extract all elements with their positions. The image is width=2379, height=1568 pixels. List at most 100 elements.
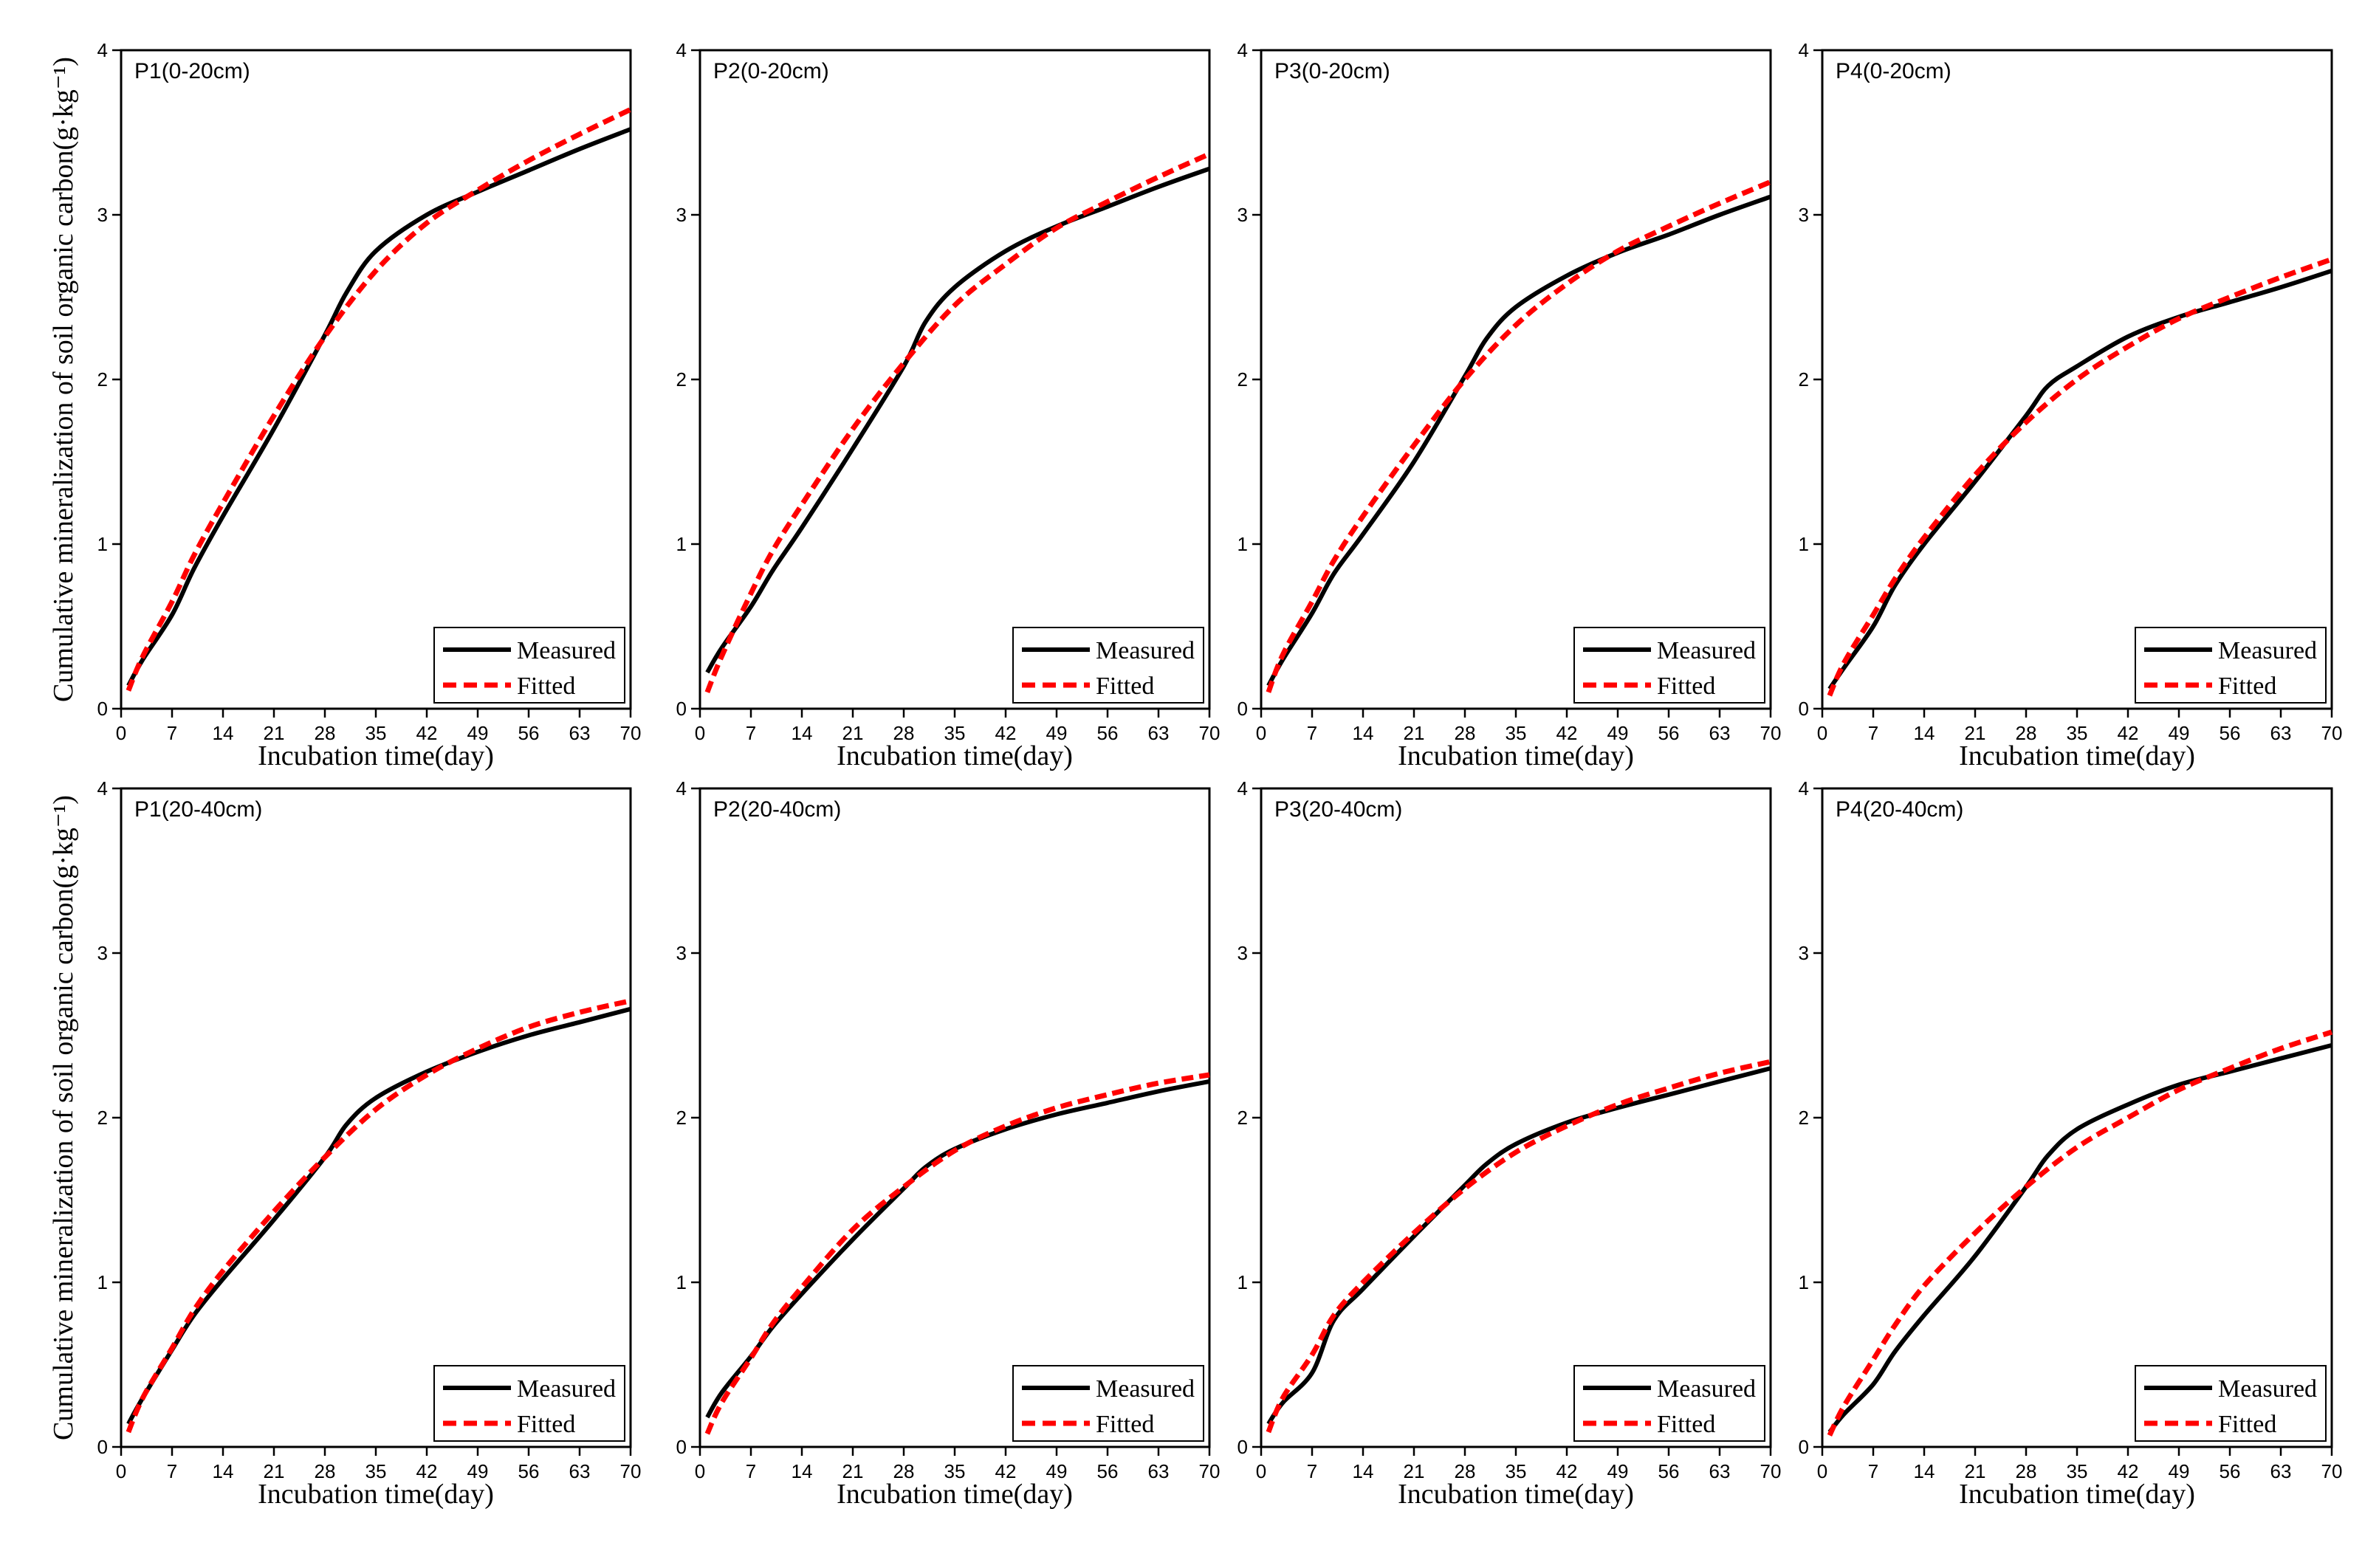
x-tick-label: 28 xyxy=(315,722,336,744)
x-tick-label: 28 xyxy=(2016,722,2037,744)
x-axis-title: Incubation time(day) xyxy=(837,740,1073,771)
x-tick-label: 21 xyxy=(842,722,864,744)
x-tick-label: 63 xyxy=(2270,722,2292,744)
x-tick-label: 35 xyxy=(2067,722,2088,744)
legend-box xyxy=(433,627,625,704)
y-tick-label: 3 xyxy=(676,942,687,964)
y-tick-label: 1 xyxy=(1237,1271,1248,1293)
x-tick-label: 42 xyxy=(1556,722,1578,744)
x-tick-label: 28 xyxy=(315,1460,336,1482)
panel-title: P1(20-40cm) xyxy=(134,797,262,822)
y-tick-label: 1 xyxy=(1799,1271,1809,1293)
y-axis-title: Cumulative mineralization of soil organi… xyxy=(48,57,79,702)
legend-label-fitted: Fitted xyxy=(517,673,575,700)
legend-label-measured: Measured xyxy=(1096,1375,1195,1403)
x-tick-label: 56 xyxy=(2220,1460,2241,1482)
legend: Measured Fitted xyxy=(1573,627,1765,704)
x-tick-label: 0 xyxy=(1817,1460,1827,1482)
x-tick-label: 70 xyxy=(2321,722,2343,744)
legend-box xyxy=(1012,627,1204,704)
y-tick-label: 0 xyxy=(676,698,687,720)
x-axis-title: Incubation time(day) xyxy=(1398,1479,1634,1510)
panel-title: P3(0-20cm) xyxy=(1274,59,1390,83)
x-tick-label: 0 xyxy=(116,1460,126,1482)
legend: Measured Fitted xyxy=(1573,1365,1765,1442)
x-tick-label: 7 xyxy=(167,722,177,744)
x-tick-label: 63 xyxy=(1709,1460,1731,1482)
x-tick-label: 14 xyxy=(792,722,813,744)
x-tick-label: 42 xyxy=(1556,1460,1578,1482)
y-tick-label: 4 xyxy=(1237,777,1248,800)
x-tick-label: 63 xyxy=(1148,722,1170,744)
x-tick-label: 14 xyxy=(213,1460,234,1482)
y-tick-label: 0 xyxy=(676,1436,687,1458)
panel-6: 0 7 14 21 28 35 42 49 56 63 70 0 1 2 3 4 P2(20-40cm) Incu… xyxy=(676,777,1221,1510)
x-tick-label: 63 xyxy=(569,1460,591,1482)
x-tick-label: 7 xyxy=(1307,1460,1317,1482)
fitted-series-line xyxy=(1827,1029,2333,1437)
x-tick-label: 21 xyxy=(842,1460,864,1482)
plot-frame xyxy=(1821,49,2333,710)
x-tick-label: 42 xyxy=(995,1460,1017,1482)
y-tick-label: 1 xyxy=(676,533,687,555)
legend-label-fitted: Fitted xyxy=(2218,673,2276,700)
y-axis-title: Cumulative mineralization of soil organi… xyxy=(48,795,79,1440)
y-tick-label: 1 xyxy=(97,1271,108,1293)
x-tick-label: 21 xyxy=(264,722,285,744)
x-tick-label: 21 xyxy=(1404,1460,1425,1482)
legend-label-measured: Measured xyxy=(1657,637,1756,664)
legend-label-fitted: Fitted xyxy=(1096,673,1154,700)
y-tick-label: 2 xyxy=(676,1107,687,1129)
y-tick-label: 2 xyxy=(1799,1107,1809,1129)
plot-frame xyxy=(120,787,632,1448)
y-tick-label: 0 xyxy=(1799,1436,1809,1458)
x-tick-label: 14 xyxy=(1914,1460,1935,1482)
x-tick-label: 35 xyxy=(2067,1460,2088,1482)
fitted-series-line xyxy=(704,151,1211,693)
y-tick-label: 1 xyxy=(1799,533,1809,555)
y-tick-label: 1 xyxy=(97,533,108,555)
x-tick-label: 63 xyxy=(2270,1460,2292,1482)
fitted-series-line xyxy=(1827,256,2333,697)
x-tick-label: 35 xyxy=(944,1460,966,1482)
x-tick-label: 70 xyxy=(620,1460,642,1482)
plot-frame xyxy=(1260,787,1772,1448)
plot-frame xyxy=(698,49,1211,710)
y-tick-label: 2 xyxy=(97,1107,108,1129)
legend-box xyxy=(2135,1365,2327,1442)
x-tick-label: 28 xyxy=(2016,1460,2037,1482)
legend: Measured Fitted xyxy=(2135,627,2327,704)
legend-box xyxy=(2135,627,2327,704)
panel-2: 0 7 14 21 28 35 42 49 56 63 70 0 1 2 3 4 P2(0-20cm) Incub… xyxy=(676,39,1221,771)
y-tick-label: 0 xyxy=(1237,1436,1248,1458)
legend-label-measured: Measured xyxy=(2218,637,2317,664)
x-tick-label: 21 xyxy=(1965,722,1986,744)
x-tick-label: 70 xyxy=(620,722,642,744)
panel-7: 0 7 14 21 28 35 42 49 56 63 70 0 1 2 3 4 P3(20-40cm) Incu… xyxy=(1237,777,1782,1510)
x-tick-label: 7 xyxy=(746,1460,756,1482)
y-tick-label: 1 xyxy=(676,1271,687,1293)
plot-frame xyxy=(1260,49,1772,710)
y-tick-label: 0 xyxy=(1799,698,1809,720)
x-tick-label: 49 xyxy=(467,722,489,744)
x-axis-title: Incubation time(day) xyxy=(258,740,494,771)
x-tick-label: 14 xyxy=(1353,722,1374,744)
x-tick-label: 14 xyxy=(792,1460,813,1482)
y-tick-label: 3 xyxy=(1237,942,1248,964)
x-tick-label: 42 xyxy=(416,1460,438,1482)
x-tick-label: 56 xyxy=(1658,1460,1680,1482)
x-tick-label: 14 xyxy=(213,722,234,744)
fitted-series-line xyxy=(1266,1059,1771,1434)
x-tick-label: 35 xyxy=(1506,1460,1527,1482)
x-axis-title: Incubation time(day) xyxy=(837,1479,1073,1510)
x-tick-label: 21 xyxy=(264,1460,285,1482)
y-tick-label: 0 xyxy=(97,698,108,720)
x-tick-label: 49 xyxy=(1046,1460,1068,1482)
measured-series-line xyxy=(1827,1042,2332,1434)
x-tick-label: 35 xyxy=(365,722,387,744)
legend: Measured Fitted xyxy=(2135,1365,2327,1442)
x-tick-label: 56 xyxy=(518,722,540,744)
x-tick-label: 63 xyxy=(569,722,591,744)
x-tick-label: 28 xyxy=(893,1460,915,1482)
x-tick-label: 7 xyxy=(1868,1460,1878,1482)
